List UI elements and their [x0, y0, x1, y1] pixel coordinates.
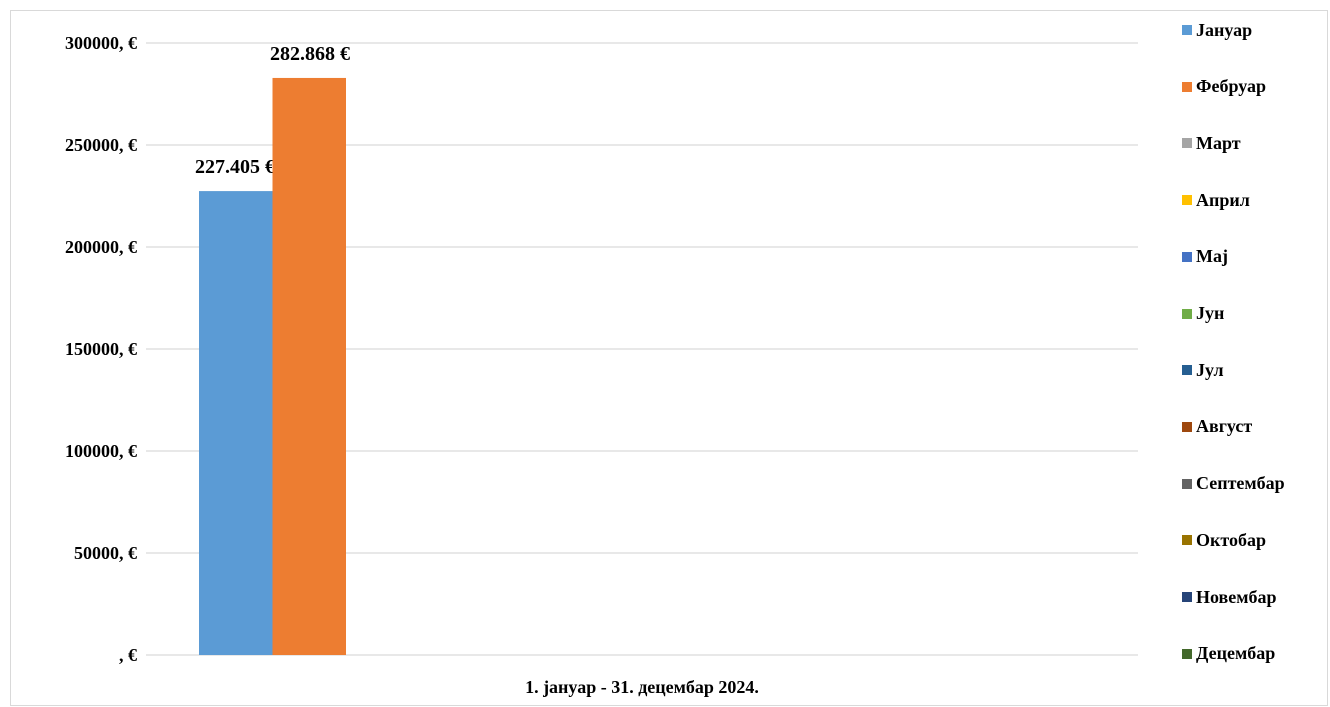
y-tick-label: 200000, € [65, 237, 137, 257]
legend-item: Март [1182, 131, 1241, 155]
y-tick-label: 300000, € [65, 33, 137, 53]
legend-label: Јануар [1196, 19, 1253, 40]
legend-swatch [1182, 421, 1192, 432]
data-label: 282.868 € [270, 43, 350, 65]
legend-label: Новембар [1196, 586, 1277, 607]
legend-label: Април [1196, 189, 1250, 210]
bar [272, 77, 346, 655]
legend-label: Август [1196, 416, 1253, 437]
legend-swatch [1182, 478, 1192, 489]
legend-swatch [1182, 648, 1192, 659]
legend-swatch [1182, 592, 1192, 602]
y-tick-label: , € [119, 645, 137, 665]
legend-item: Октобар [1182, 528, 1266, 552]
legend-item: Јануар [1182, 18, 1252, 42]
chart-frame [10, 10, 1328, 706]
legend-swatch [1182, 25, 1192, 35]
legend-swatch [1182, 138, 1192, 149]
legend-item: Јул [1182, 358, 1224, 382]
legend-swatch [1182, 535, 1192, 546]
legend-label: Јун [1196, 303, 1225, 323]
legend-item: Фебруар [1182, 75, 1266, 99]
legend-label: Фебруар [1196, 76, 1266, 97]
legend-item: Јун [1182, 302, 1224, 326]
y-tick-label: 100000, € [65, 441, 137, 461]
legend-item: Април [1182, 188, 1250, 212]
y-tick-label: 50000, € [74, 543, 137, 563]
legend-swatch [1182, 81, 1192, 92]
legend-label: Јул [1196, 359, 1224, 380]
legend-label: Септембар [1196, 473, 1285, 494]
legend-item: Август [1182, 415, 1252, 439]
legend-swatch [1182, 365, 1192, 376]
legend-label: Октобар [1196, 529, 1266, 550]
legend-item: Мај [1182, 245, 1228, 269]
legend-item: Септембар [1182, 472, 1285, 496]
bar [199, 191, 273, 655]
legend-swatch [1182, 251, 1192, 262]
legend-label: Децембар [1196, 643, 1276, 664]
legend-swatch [1182, 308, 1192, 319]
y-tick-label: 250000, € [65, 135, 137, 155]
legend-item: Децембар [1182, 642, 1275, 666]
legend-label: Март [1196, 132, 1241, 153]
legend-label: Мај [1196, 246, 1228, 267]
legend-swatch [1182, 195, 1192, 206]
y-tick-label: 150000, € [65, 339, 137, 359]
x-category-label: 1. јануар - 31. децембар 2024. [525, 677, 759, 697]
data-label: 227.405 € [195, 156, 275, 178]
legend-item: Новембар [1182, 585, 1277, 609]
